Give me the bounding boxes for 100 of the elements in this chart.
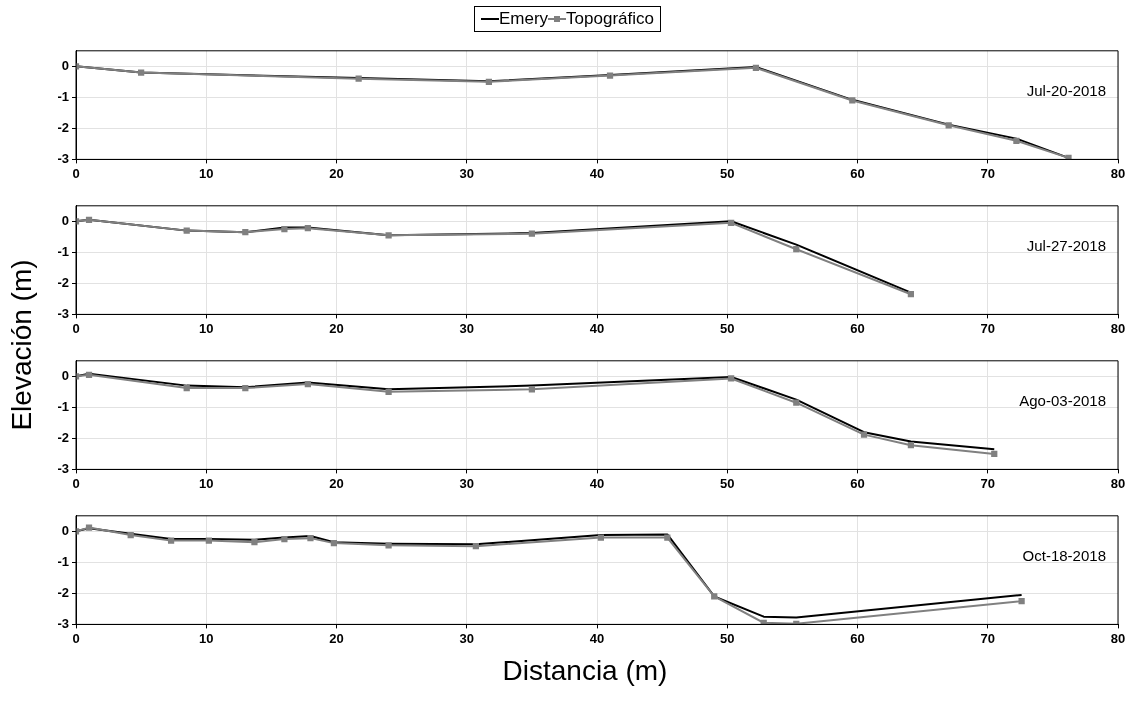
point bbox=[1013, 137, 1020, 144]
x-tick-label: 0 bbox=[72, 475, 80, 491]
point bbox=[728, 375, 735, 382]
point bbox=[728, 219, 735, 226]
x-tick-label: 30 bbox=[459, 320, 474, 336]
x-tick-label: 60 bbox=[850, 475, 865, 491]
x-tick-label: 50 bbox=[720, 475, 735, 491]
point bbox=[307, 535, 314, 542]
point bbox=[793, 399, 800, 406]
point bbox=[85, 216, 93, 223]
x-tick-label: 80 bbox=[1110, 165, 1126, 181]
point bbox=[752, 64, 760, 71]
x-tick-label: 60 bbox=[850, 630, 865, 646]
y-tick-label: -1 bbox=[57, 243, 69, 259]
x-tick-label: 40 bbox=[589, 320, 605, 336]
point bbox=[597, 534, 605, 541]
y-tick-label: -1 bbox=[57, 553, 69, 569]
x-tick-label: 40 bbox=[589, 475, 605, 491]
x-tick-label: 70 bbox=[980, 630, 995, 646]
x-tick-label: 0 bbox=[72, 165, 80, 181]
point bbox=[860, 431, 868, 438]
point bbox=[528, 386, 535, 393]
y-axis-title: Elevación (m) bbox=[6, 259, 38, 431]
y-tick-label: 0 bbox=[61, 522, 69, 538]
point bbox=[485, 78, 493, 85]
point bbox=[760, 619, 767, 625]
point bbox=[945, 122, 952, 129]
point bbox=[138, 69, 145, 76]
x-tick-label: 20 bbox=[329, 475, 344, 491]
point bbox=[528, 230, 535, 237]
point bbox=[1018, 598, 1025, 605]
annotation: Ago-03-2018 bbox=[1019, 392, 1106, 410]
x-tick-label: 20 bbox=[329, 320, 344, 336]
x-tick-label: 80 bbox=[1110, 630, 1126, 646]
point bbox=[251, 539, 258, 546]
y-tick-label: -3 bbox=[57, 460, 69, 476]
x-tick-label: 30 bbox=[459, 165, 474, 181]
point bbox=[167, 537, 175, 544]
y-tick-label: -2 bbox=[57, 119, 69, 135]
point bbox=[242, 384, 249, 392]
x-tick-label: 10 bbox=[199, 475, 214, 491]
point bbox=[385, 388, 392, 395]
x-tick-label: 80 bbox=[1110, 320, 1126, 336]
x-tick-label: 30 bbox=[459, 475, 474, 491]
point bbox=[183, 384, 190, 392]
point bbox=[385, 232, 392, 239]
x-tick-label: 70 bbox=[980, 320, 995, 336]
x-tick-label: 80 bbox=[1110, 475, 1126, 491]
x-tick-label: 20 bbox=[329, 630, 344, 646]
point bbox=[664, 534, 671, 541]
annotation: Oct-18-2018 bbox=[1022, 547, 1106, 565]
annotation: Jul-20-2018 bbox=[1026, 82, 1106, 100]
y-tick-label: 0 bbox=[61, 57, 69, 73]
x-tick-label: 50 bbox=[720, 630, 735, 646]
point bbox=[907, 291, 915, 298]
point bbox=[281, 535, 288, 543]
y-tick-label: -3 bbox=[57, 150, 69, 166]
point bbox=[711, 593, 718, 600]
x-tick-label: 40 bbox=[589, 165, 605, 181]
point bbox=[205, 537, 212, 544]
point bbox=[85, 524, 93, 531]
x-tick-label: 40 bbox=[589, 630, 605, 646]
point bbox=[242, 229, 249, 236]
point bbox=[849, 97, 856, 104]
y-tick-label: -3 bbox=[57, 305, 69, 321]
y-tick-label: -2 bbox=[57, 584, 69, 600]
point bbox=[606, 72, 614, 79]
y-tick-label: 0 bbox=[61, 212, 69, 228]
y-tick-label: -3 bbox=[57, 615, 69, 631]
x-tick-label: 10 bbox=[199, 165, 214, 181]
y-tick-label: -2 bbox=[57, 429, 69, 445]
point bbox=[330, 539, 338, 547]
x-tick-label: 0 bbox=[72, 630, 80, 646]
point bbox=[281, 225, 288, 233]
point bbox=[355, 75, 362, 82]
x-tick-label: 30 bbox=[459, 630, 474, 646]
x-tick-label: 20 bbox=[329, 165, 344, 181]
point bbox=[793, 246, 800, 253]
x-tick-label: 70 bbox=[980, 165, 995, 181]
x-tick-label: 10 bbox=[199, 630, 214, 646]
x-axis-title: Distancia (m) bbox=[501, 655, 669, 687]
x-tick-label: 70 bbox=[980, 475, 995, 491]
point bbox=[472, 543, 479, 550]
point bbox=[991, 450, 998, 458]
x-tick-label: 60 bbox=[850, 165, 865, 181]
legend-label: Topográfico bbox=[566, 9, 654, 29]
x-tick-label: 50 bbox=[720, 165, 735, 181]
x-tick-label: 0 bbox=[72, 320, 80, 336]
point bbox=[304, 380, 311, 388]
annotation: Jul-27-2018 bbox=[1026, 237, 1106, 255]
x-tick-label: 50 bbox=[720, 320, 735, 336]
point bbox=[385, 542, 392, 549]
point bbox=[85, 371, 93, 378]
y-tick-label: -2 bbox=[57, 274, 69, 290]
point bbox=[1065, 154, 1072, 160]
legend-label: Emery bbox=[498, 9, 549, 29]
y-tick-label: -1 bbox=[57, 398, 69, 414]
x-tick-label: 60 bbox=[850, 320, 865, 336]
y-tick-label: 0 bbox=[61, 367, 69, 383]
point bbox=[127, 531, 134, 539]
